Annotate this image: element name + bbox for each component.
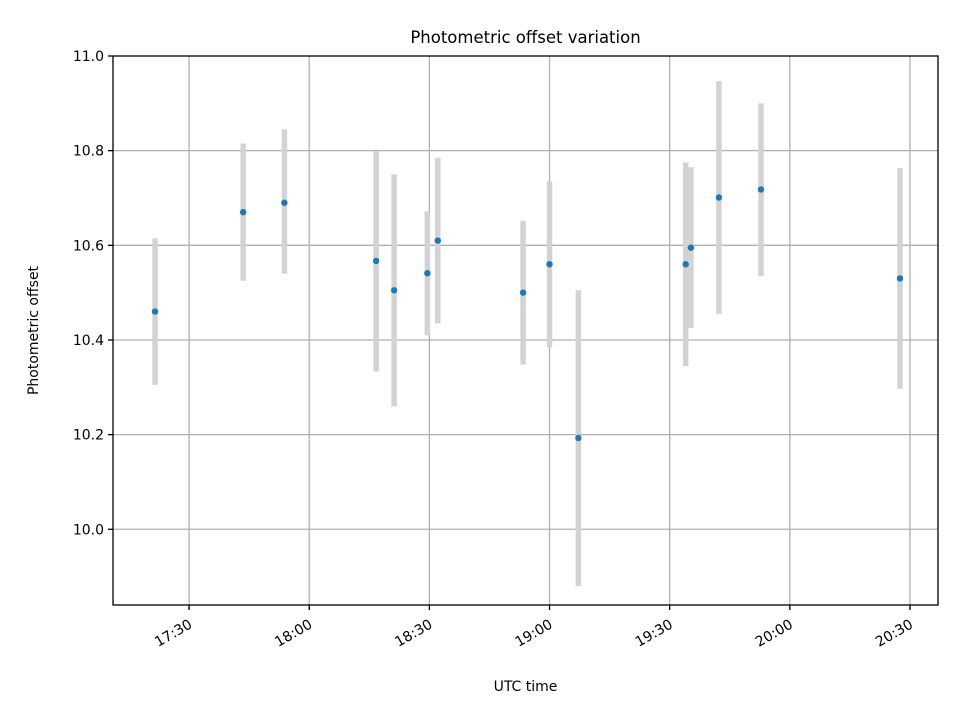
data-point (682, 261, 689, 268)
y-tick-label: 10.2 (73, 428, 104, 444)
error-bars (152, 81, 903, 587)
y-axis-ticks: 10.0 10.2 10.4 10.6 10.8 11.0 (73, 49, 113, 538)
x-tick-label: 19:00 (513, 617, 556, 651)
y-tick-label: 10.4 (73, 333, 104, 349)
data-point (757, 186, 765, 193)
data-point (390, 287, 398, 294)
plot-frame (112, 55, 939, 606)
y-tick-label: 10.6 (73, 238, 104, 254)
y-tick-label: 10.8 (73, 144, 104, 160)
data-point (575, 434, 582, 442)
data-points (151, 186, 904, 442)
x-tick-label: 18:00 (272, 617, 315, 651)
data-point (519, 289, 527, 296)
data-point (715, 194, 723, 201)
x-tick-label: 20:00 (753, 617, 796, 651)
x-axis-label: UTC time (494, 679, 558, 695)
data-point (281, 199, 288, 206)
y-axis-label: Photometric offset (26, 265, 42, 395)
data-point (434, 237, 441, 244)
data-point (372, 257, 380, 265)
data-point (687, 244, 695, 251)
data-point (424, 270, 431, 277)
x-tick-label: 19:30 (633, 617, 676, 651)
data-point (546, 261, 553, 268)
data-point (896, 275, 904, 282)
x-tick-label: 20:30 (873, 617, 916, 651)
y-tick-label: 11.0 (73, 49, 104, 65)
chart-title: Photometric offset variation (410, 28, 640, 47)
y-tick-label: 10.0 (73, 522, 104, 538)
grid-lines (113, 56, 938, 605)
x-axis-ticks: 17:30 18:00 18:30 19:00 19:30 20:00 20:30 (152, 605, 916, 651)
data-point (239, 208, 247, 216)
x-tick-label: 17:30 (152, 617, 195, 651)
data-point (151, 308, 159, 315)
x-tick-label: 18:30 (392, 617, 435, 651)
